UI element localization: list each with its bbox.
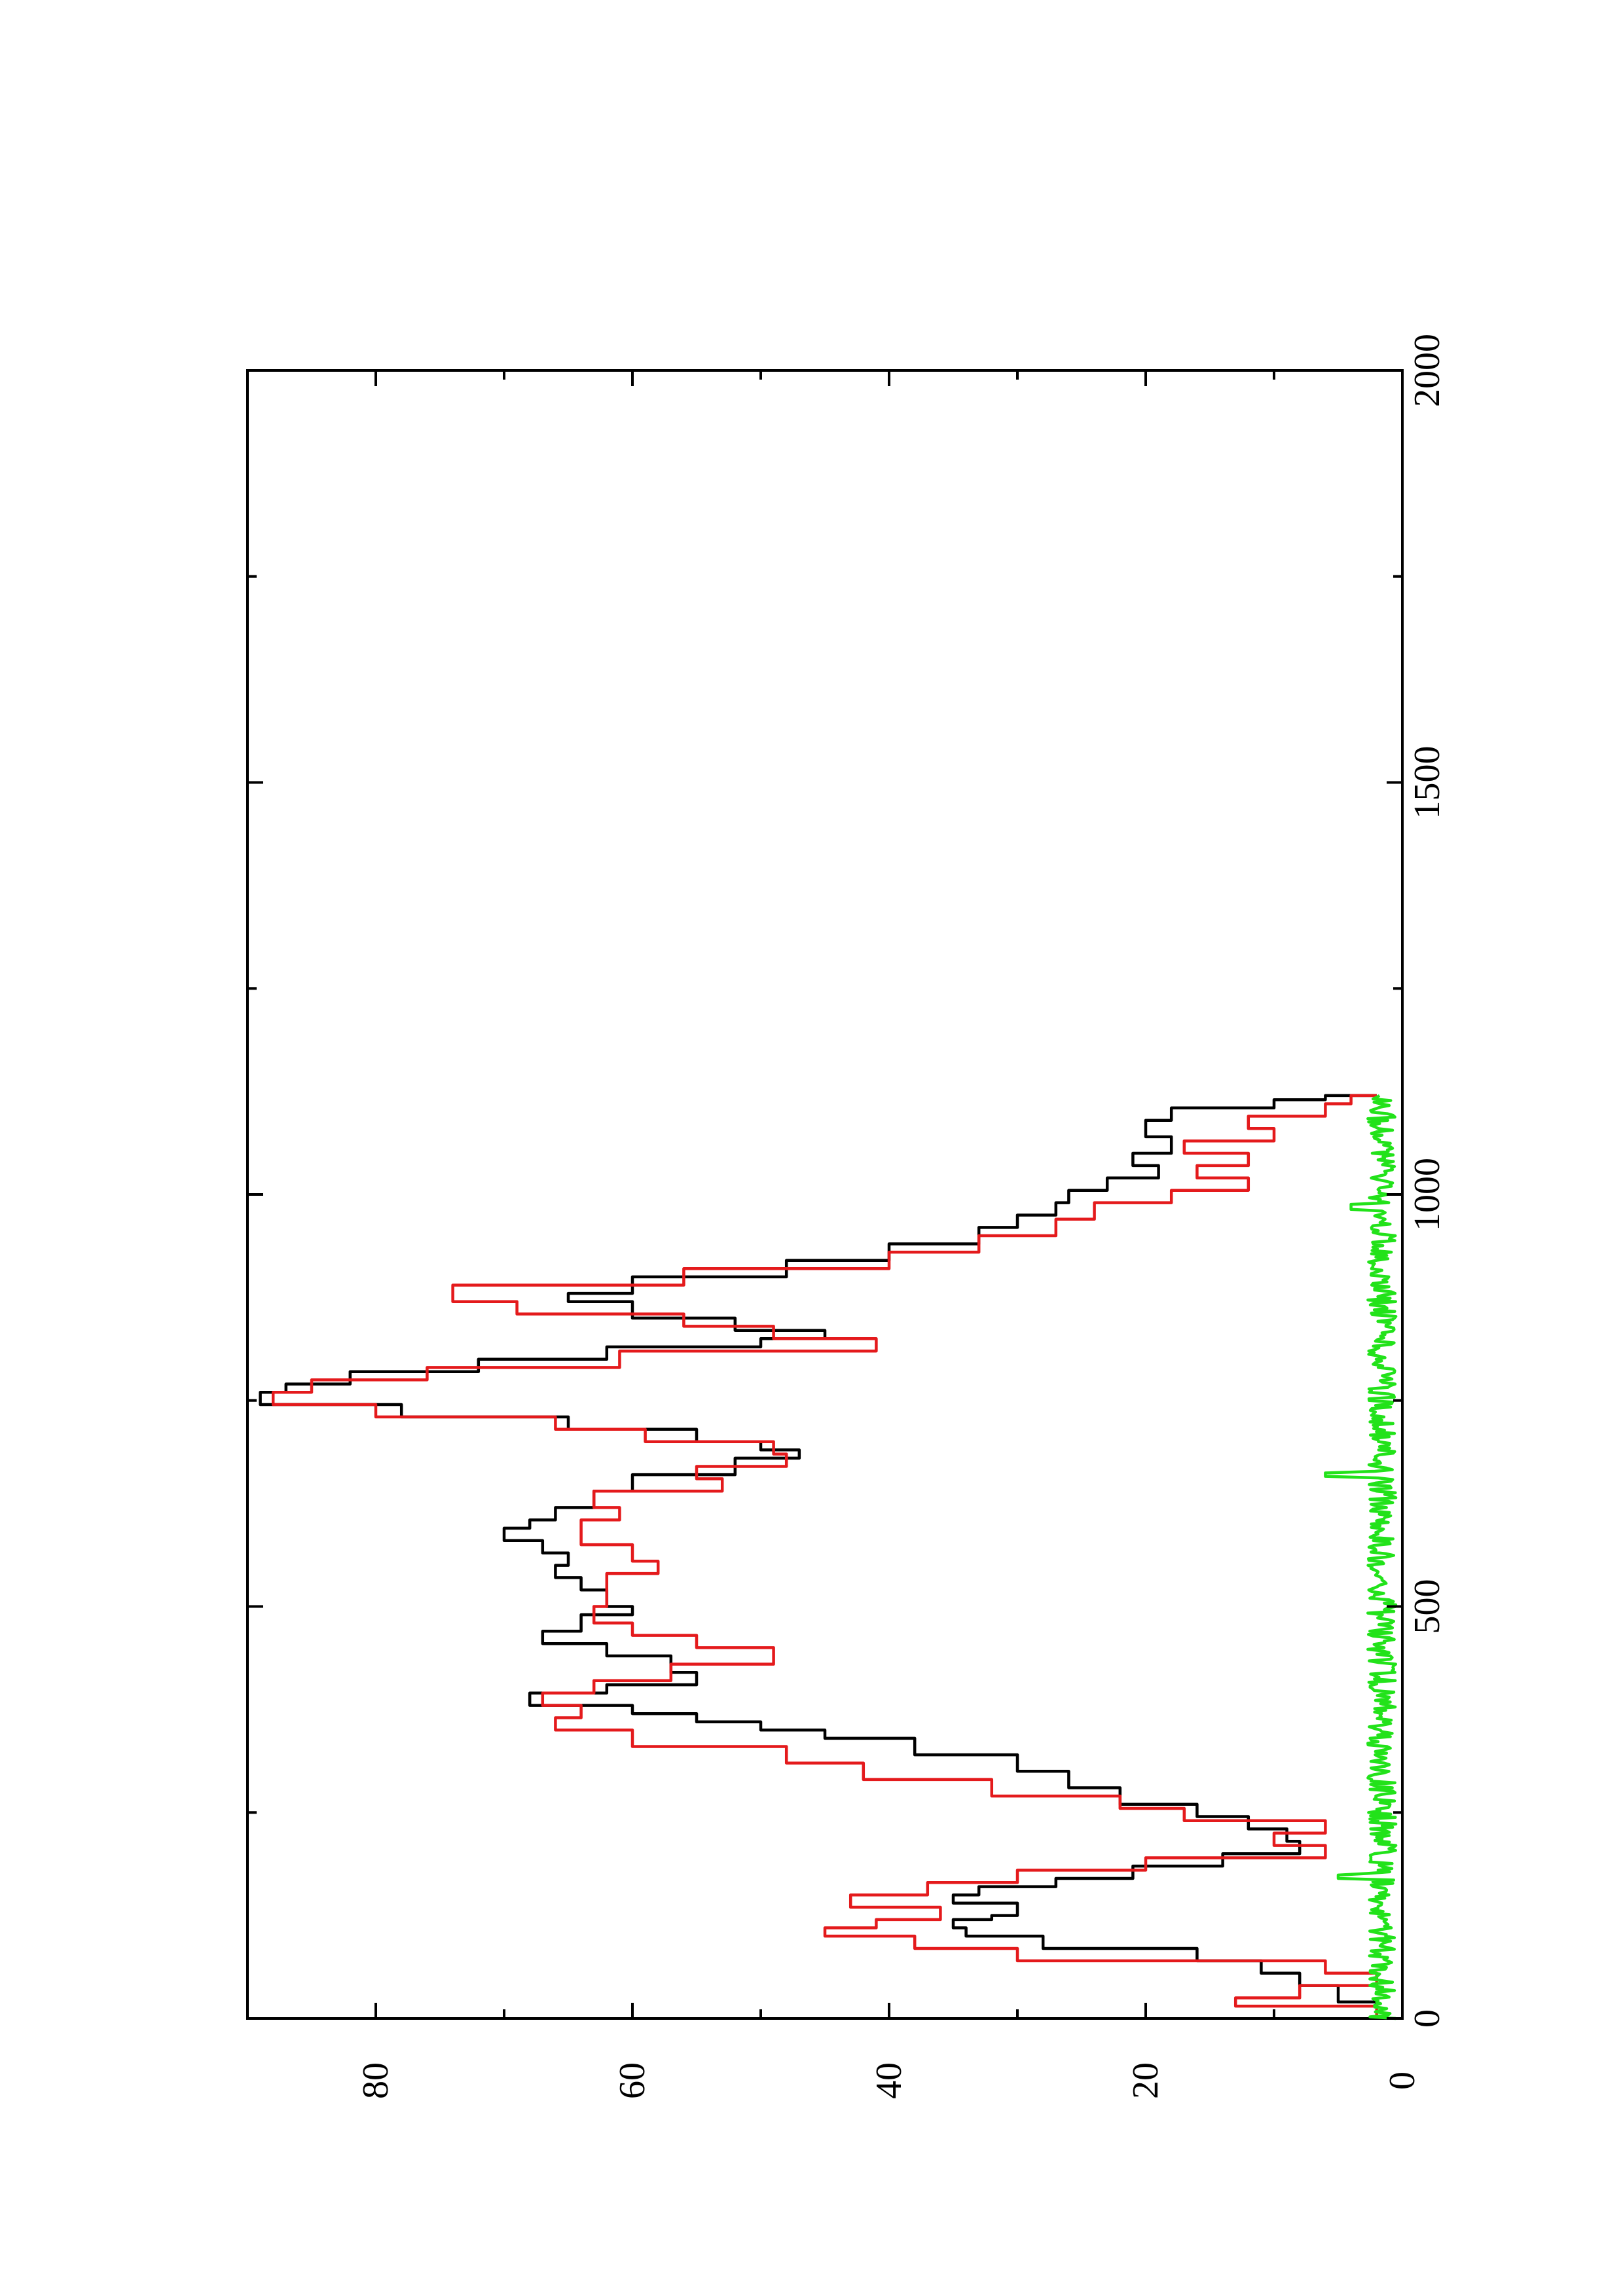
series-line-2 <box>271 1094 1379 2018</box>
y-tick-label: 0 <box>1382 2072 1423 2090</box>
x-tick-label: 500 <box>1407 1579 1448 1634</box>
x-tick-label: 1000 <box>1407 1158 1448 1231</box>
y-tick-label: 60 <box>612 2062 653 2099</box>
y-tick-label: 20 <box>1125 2062 1166 2099</box>
y-tick-label: 40 <box>869 2062 909 2099</box>
series-line-1 <box>259 1094 1379 2018</box>
plot-frame <box>246 369 1404 2020</box>
x-tick-label: 1500 <box>1407 746 1448 819</box>
x-tick-label: 2000 <box>1407 334 1448 407</box>
y-tick-label: 80 <box>356 2062 396 2099</box>
x-tick-label: 0 <box>1407 2009 1448 2028</box>
series-line-3 <box>1324 1094 1398 2020</box>
